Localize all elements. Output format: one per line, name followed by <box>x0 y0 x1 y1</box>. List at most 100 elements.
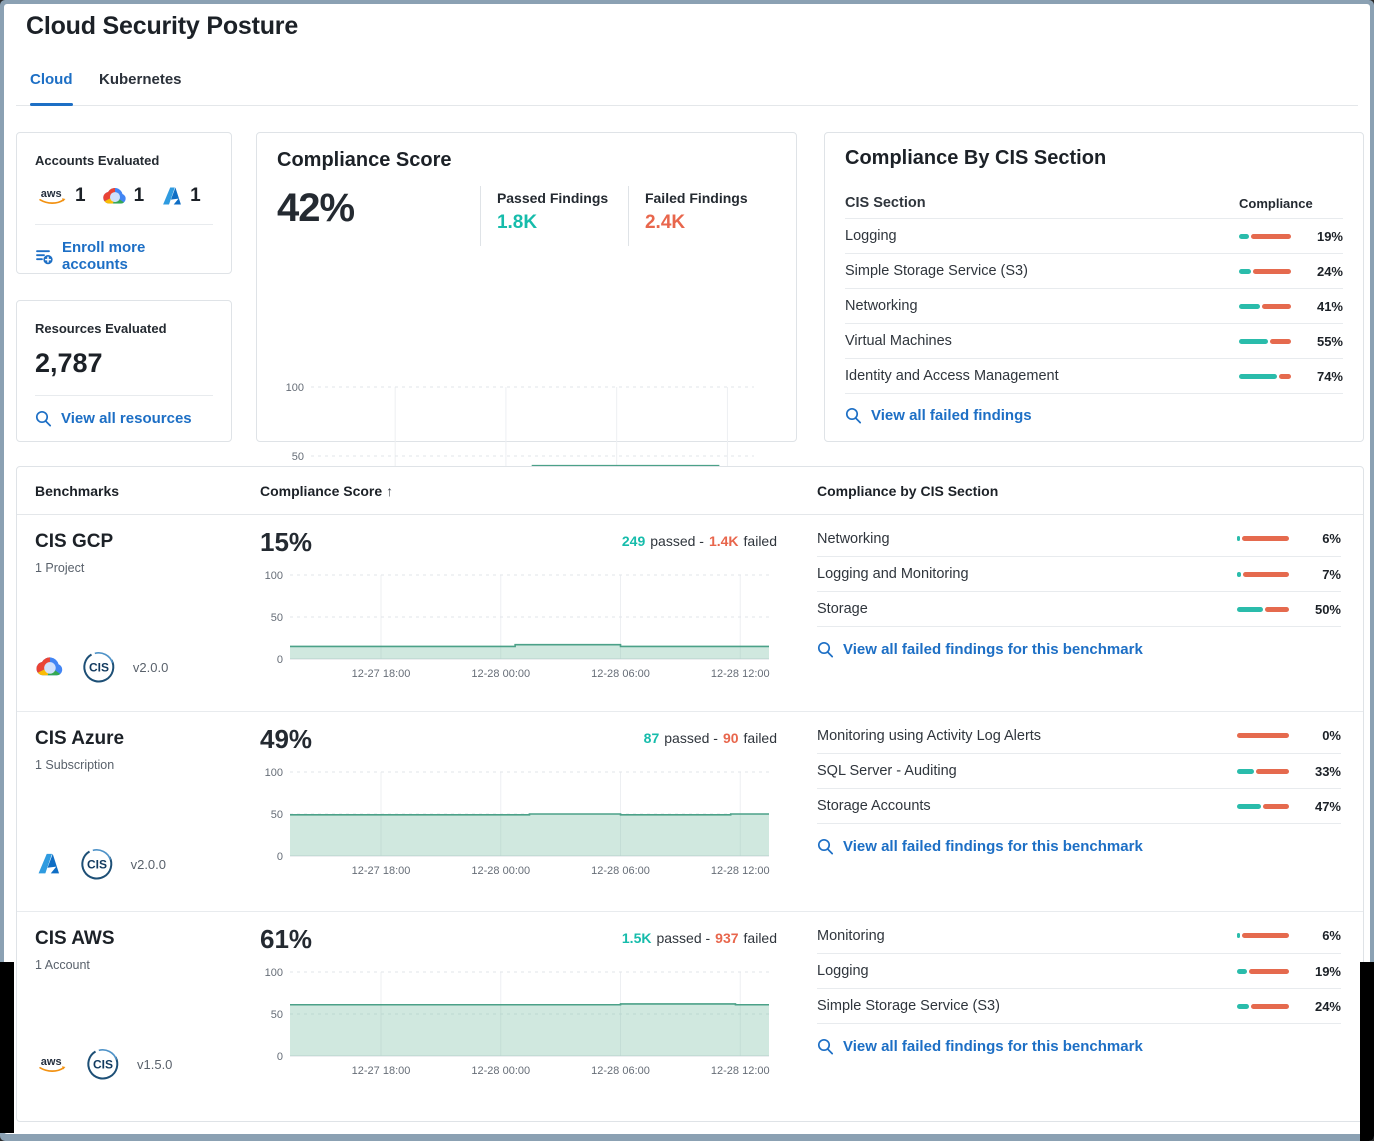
cis-aws-chart[interactable]: 12-27 18:00 12-28 00:00 12-28 06:00 12-28 1… <box>260 964 777 1080</box>
table-row: Monitoring using Activity Log Alerts 0% <box>817 718 1341 753</box>
section-label: Logging <box>845 228 897 244</box>
resources-evaluated-title: Resources Evaluated <box>35 321 167 336</box>
benchmark-name: CIS GCP <box>35 531 114 552</box>
view-all-resources-link[interactable]: View all resources <box>35 410 213 427</box>
compliance-bar <box>1237 536 1289 541</box>
aws-icon: aws <box>39 1056 66 1072</box>
svg-text:aws: aws <box>41 188 62 200</box>
table-row: Simple Storage Service (S3) 24% <box>845 253 1343 288</box>
view-failed-findings-benchmark-link[interactable]: View all failed findings for this benchm… <box>817 1023 1341 1055</box>
section-pct: 7% <box>1322 566 1341 582</box>
resources-count: 2,787 <box>35 348 103 378</box>
failed-findings-label: Failed Findings <box>644 190 748 206</box>
sort-ascending-icon: ↑ <box>386 483 394 499</box>
section-pct: 24% <box>1314 998 1341 1014</box>
passed-count: 1.5K <box>621 930 652 946</box>
azure-account-count: 1 <box>160 185 201 207</box>
view-all-failed-findings-link[interactable]: View all failed findings <box>845 393 1343 424</box>
svg-text:CIS: CIS <box>87 858 107 872</box>
search-icon <box>817 838 834 855</box>
table-row: Networking 41% <box>845 288 1343 323</box>
compliance-bar <box>1239 233 1291 239</box>
svg-text:0: 0 <box>277 654 283 666</box>
benchmark-link-label: View all failed findings for this benchm… <box>843 1038 1143 1055</box>
benchmark-row-cis-gcp: CIS GCP 1 Project CIS v2.0.0 15% 249 pas… <box>17 515 1363 711</box>
cis-azure-chart[interactable]: 12-27 18:00 12-28 00:00 12-28 06:00 12-28 1… <box>260 764 777 880</box>
letterbox-left <box>0 962 14 1133</box>
svg-text:12-28 06:00: 12-28 06:00 <box>591 1065 650 1077</box>
overall-score-value: 42% <box>277 186 355 230</box>
col-compliance-by-cis-section: Compliance by CIS Section <box>817 483 999 499</box>
view-resources-label: View all resources <box>61 410 192 427</box>
accounts-evaluated-title: Accounts Evaluated <box>35 153 160 168</box>
section-pct: 50% <box>1314 601 1341 617</box>
search-icon <box>35 410 52 427</box>
passed-count: 87 <box>643 730 660 746</box>
svg-text:12-27 18:00: 12-27 18:00 <box>352 668 411 680</box>
benchmark-name: CIS AWS <box>35 928 115 949</box>
enroll-more-accounts-link[interactable]: Enroll more accounts <box>35 239 213 273</box>
svg-text:12-28 06:00: 12-28 06:00 <box>591 668 650 680</box>
compliance-by-cis-section-card: Compliance By CIS Section CIS Section Co… <box>824 132 1364 442</box>
cis-icon: CIS <box>83 652 115 683</box>
svg-text:50: 50 <box>271 1009 283 1021</box>
col-compliance-score-sort[interactable]: Compliance Score ↑ <box>260 483 393 499</box>
cis-icon: CIS <box>80 849 112 880</box>
benchmarks-table-header: Benchmarks Compliance Score ↑ Compliance … <box>17 467 1363 515</box>
section-label: Networking <box>845 298 918 314</box>
failed-findings-link-label: View all failed findings <box>871 407 1032 424</box>
svg-text:12-27 18:00: 12-27 18:00 <box>352 865 411 877</box>
section-label: Virtual Machines <box>845 333 952 349</box>
failed-count: 937 <box>715 930 739 946</box>
table-row: Virtual Machines 55% <box>845 323 1343 358</box>
tab-cloud[interactable]: Cloud <box>30 71 73 106</box>
col-cis-section: CIS Section <box>845 195 926 211</box>
passed-word: passed - <box>664 730 718 746</box>
benchmark-version: v2.0.0 <box>132 659 169 675</box>
benchmark-cis-sections: Monitoring 6% Logging 19% Simple Storage… <box>817 918 1341 1055</box>
col-score-label: Compliance Score <box>260 483 383 499</box>
table-row: Identity and Access Management 74% <box>845 358 1343 393</box>
tab-kubernetes[interactable]: Kubernetes <box>99 71 182 88</box>
section-label: Storage Accounts <box>817 798 931 814</box>
benchmark-version: v2.0.0 <box>130 856 167 872</box>
benchmark-link-label: View all failed findings for this benchm… <box>843 641 1143 658</box>
compliance-bar <box>1237 933 1289 938</box>
svg-text:12-28 12:00: 12-28 12:00 <box>711 1065 770 1077</box>
section-pct: 41% <box>1316 298 1343 314</box>
benchmark-cis-sections: Networking 6% Logging and Monitoring 7% … <box>817 521 1341 658</box>
benchmark-row-cis-azure: CIS Azure 1 Subscription CIS v2.0.0 49% … <box>17 711 1363 911</box>
table-row: Simple Storage Service (S3) 24% <box>817 988 1341 1023</box>
failed-count: 90 <box>722 730 739 746</box>
section-pct: 47% <box>1314 798 1341 814</box>
compliance-bar <box>1239 373 1291 379</box>
cis-gcp-chart[interactable]: 12-27 18:00 12-28 00:00 12-28 06:00 12-28 1… <box>260 567 777 683</box>
cis-section-card-title: Compliance By CIS Section <box>845 147 1107 169</box>
svg-text:CIS: CIS <box>89 661 109 675</box>
enroll-link-label: Enroll more accounts <box>62 239 146 273</box>
svg-text:12-28 06:00: 12-28 06:00 <box>591 865 650 877</box>
svg-text:100: 100 <box>265 967 283 979</box>
compliance-bar <box>1237 803 1289 809</box>
section-label: Simple Storage Service (S3) <box>845 263 1028 279</box>
svg-text:100: 100 <box>265 570 283 582</box>
score-stats: 42% Passed Findings 1.8K Failed Findings… <box>277 186 776 252</box>
view-failed-findings-benchmark-link[interactable]: View all failed findings for this benchm… <box>817 823 1341 855</box>
failed-word: failed <box>743 930 777 946</box>
cis-section-table: CIS Section Compliance Logging 19% Simpl… <box>845 188 1343 424</box>
benchmark-scope: 1 Project <box>35 561 85 575</box>
section-label: Logging <box>817 963 869 979</box>
view-failed-findings-benchmark-link[interactable]: View all failed findings for this benchm… <box>817 626 1341 658</box>
benchmark-logos: CIS v2.0.0 <box>35 649 168 685</box>
section-pct: 74% <box>1316 368 1343 384</box>
svg-text:12-28 12:00: 12-28 12:00 <box>711 865 770 877</box>
benchmarks-panel: Benchmarks Compliance Score ↑ Compliance … <box>16 466 1364 1122</box>
svg-text:0: 0 <box>277 851 283 863</box>
aws-count-value: 1 <box>75 185 86 206</box>
svg-text:12-28 00:00: 12-28 00:00 <box>471 1065 530 1077</box>
benchmark-logos: CIS v2.0.0 <box>35 846 166 882</box>
gcp-icon <box>36 657 63 676</box>
divider <box>35 395 213 396</box>
failed-word: failed <box>743 533 777 549</box>
benchmark-pass-fail: 87 passed - 90 failed <box>417 730 777 746</box>
